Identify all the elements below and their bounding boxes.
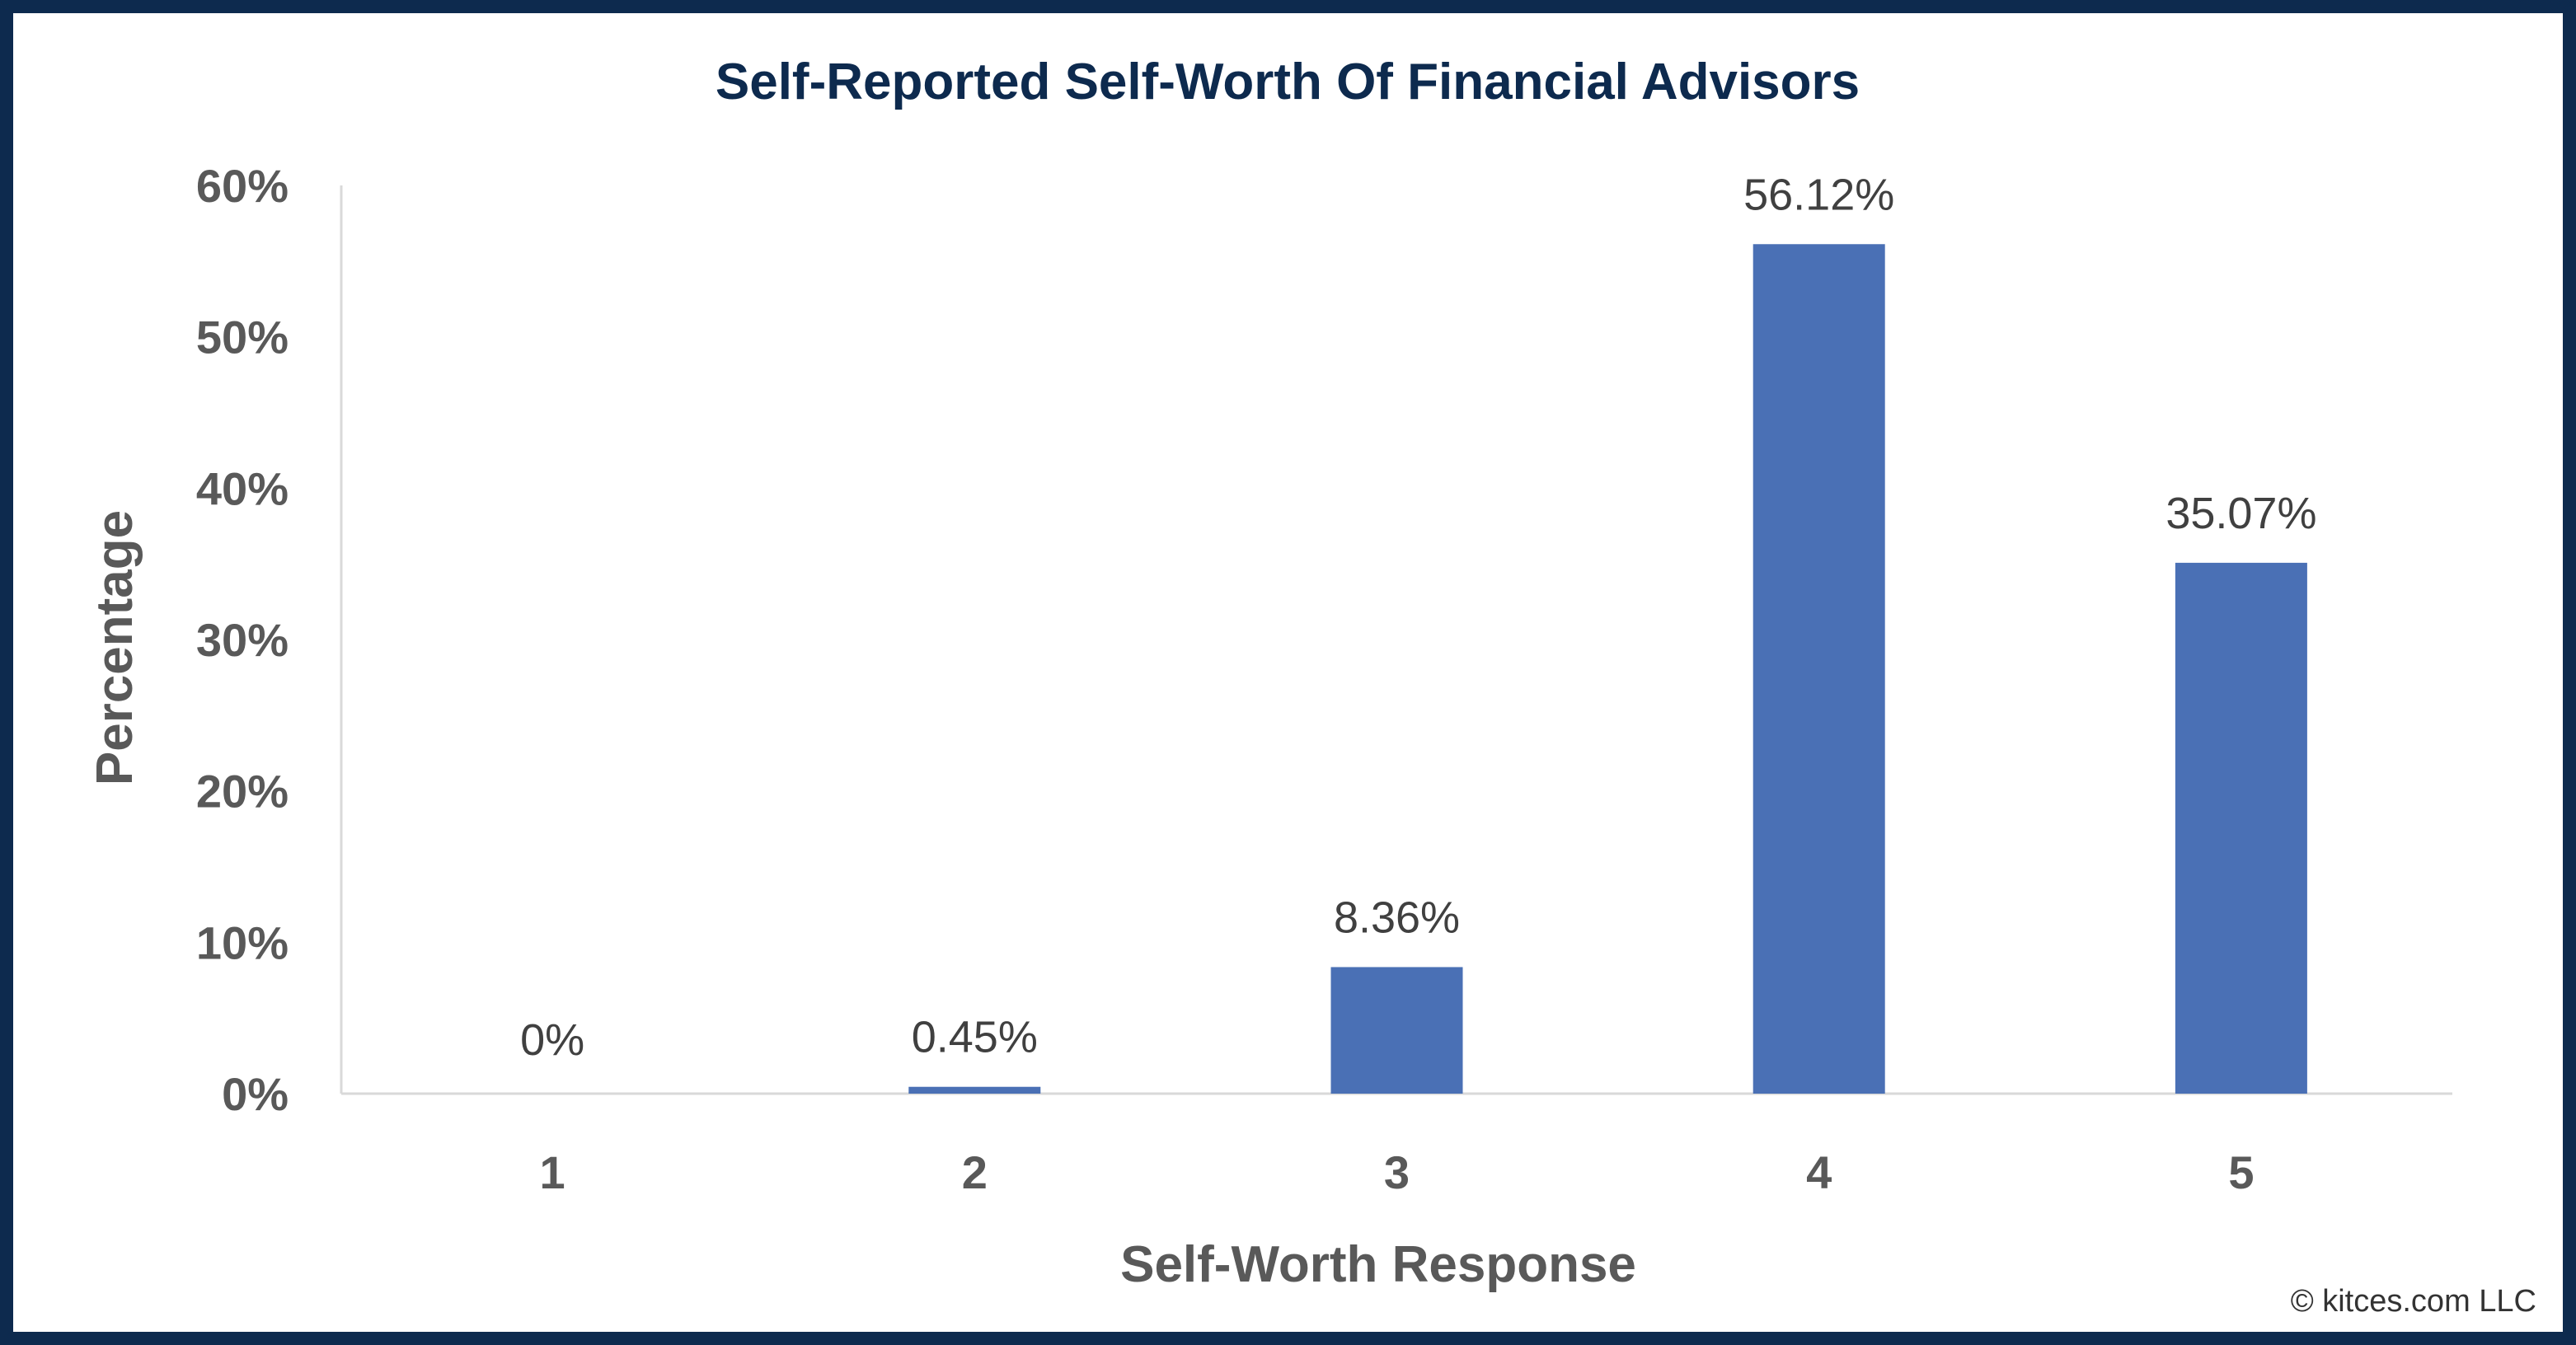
x-tick-label: 4	[1806, 1146, 1832, 1198]
y-tick-labels: 0% 10% 20% 30% 40% 50% 60%	[196, 160, 289, 1120]
y-tick-label: 10%	[196, 916, 289, 968]
data-label: 0.45%	[912, 1013, 1038, 1062]
y-tick-label: 40%	[196, 462, 289, 514]
chart-title: Self-Reported Self-Worth Of Financial Ad…	[716, 54, 1860, 110]
bar-2	[908, 1086, 1041, 1094]
data-labels: 0% 0.45% 8.36% 56.12% 35.07%	[520, 170, 2316, 1065]
x-tick-labels: 1 2 3 4 5	[540, 1146, 2255, 1198]
credit-text: © kitces.com LLC	[2290, 1284, 2536, 1319]
x-axis-title: Self-Worth Response	[1120, 1236, 1636, 1293]
bar-3	[1330, 967, 1463, 1094]
x-tick-label: 1	[540, 1146, 565, 1198]
x-tick-label: 2	[962, 1146, 988, 1198]
data-label: 56.12%	[1743, 170, 1894, 219]
data-label: 35.07%	[2165, 489, 2316, 538]
bars	[908, 244, 2307, 1094]
y-tick-label: 0%	[222, 1068, 289, 1120]
y-axis-title: Percentage	[87, 510, 143, 785]
bar-4	[1753, 244, 1885, 1094]
y-tick-label: 50%	[196, 312, 289, 363]
y-tick-label: 30%	[196, 614, 289, 666]
y-tick-label: 60%	[196, 160, 289, 212]
x-tick-label: 3	[1384, 1146, 1410, 1198]
x-tick-label: 5	[2228, 1146, 2254, 1198]
y-tick-label: 20%	[196, 766, 289, 818]
data-label: 8.36%	[1334, 893, 1460, 942]
bar-5	[2175, 562, 2307, 1094]
data-label: 0%	[520, 1015, 584, 1065]
